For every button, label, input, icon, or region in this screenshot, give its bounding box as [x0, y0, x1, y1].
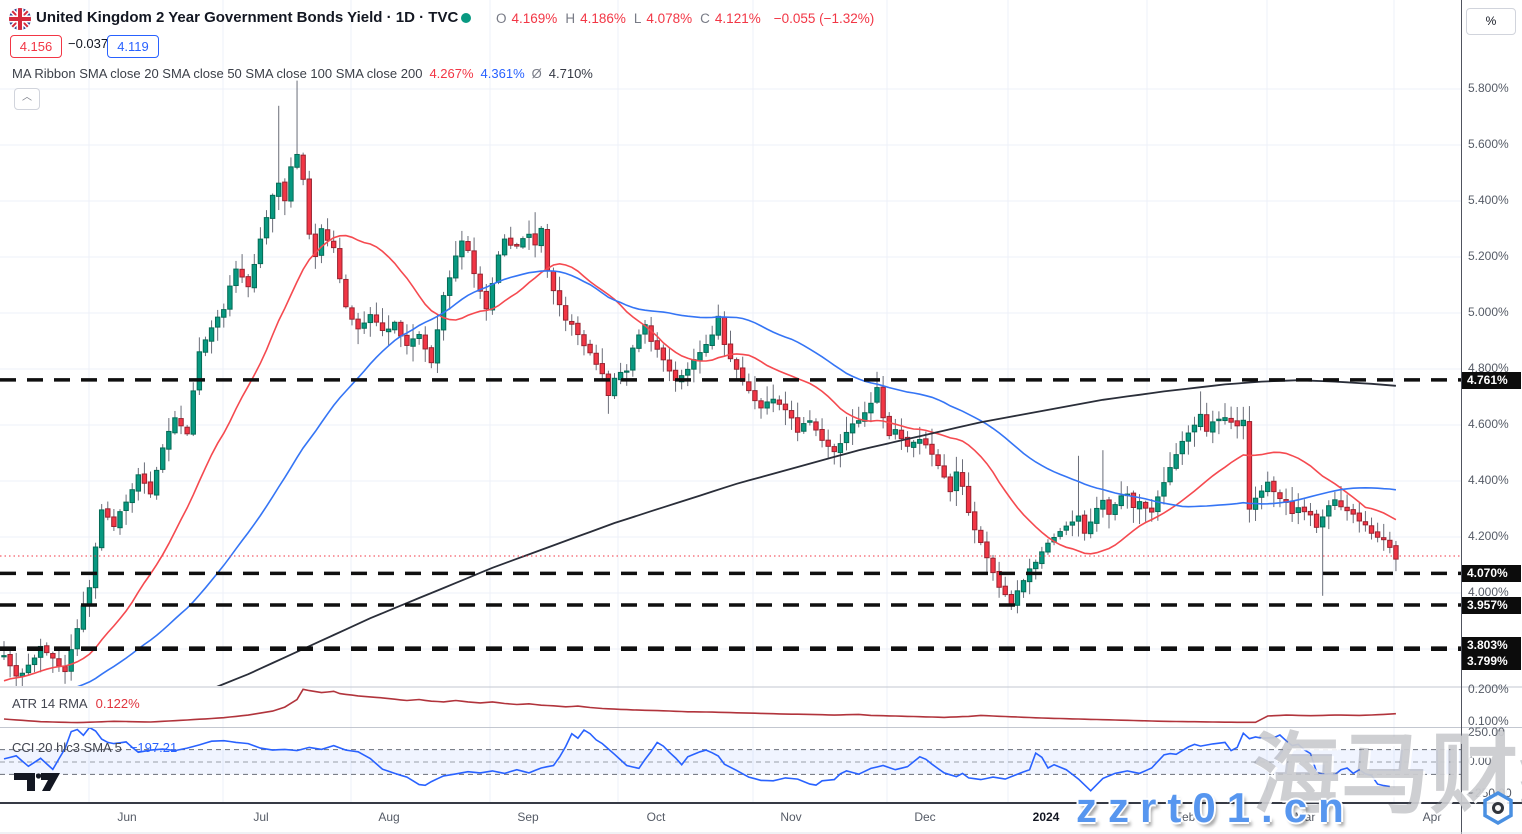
time-tick-Sep: Sep — [517, 810, 539, 824]
price-tick: 4.400% — [1468, 473, 1509, 487]
price-tick: 5.000% — [1468, 305, 1509, 319]
level-price-label: 3.803% — [1462, 636, 1521, 654]
buy-price-button[interactable]: 4.119 — [107, 35, 159, 58]
level-price-label: 4.070% — [1462, 564, 1521, 582]
cci-tick: 250.00 — [1468, 725, 1505, 739]
spread-change: −0.037 — [68, 36, 109, 51]
low-label: L — [633, 11, 642, 26]
price-tick: 4.600% — [1468, 417, 1509, 431]
ma-ribbon-title: MA Ribbon SMA close 20 SMA close 50 SMA … — [12, 66, 423, 81]
collapse-indicators-button[interactable]: ︿ — [14, 88, 40, 110]
horizontal-level-lines[interactable] — [0, 378, 1461, 652]
price-tick: 5.800% — [1468, 81, 1509, 95]
time-tick-Jun: Jun — [117, 810, 137, 824]
atr-line — [3, 688, 1396, 724]
low-value: 4.078% — [646, 11, 693, 26]
level-price-label: 4.761% — [1462, 371, 1521, 389]
sma50-line — [77, 270, 1397, 686]
sell-price-button[interactable]: 4.156 — [10, 35, 62, 58]
sma50-value: 4.361% — [480, 66, 525, 81]
open-value: 4.169% — [511, 11, 558, 26]
open-label: O — [496, 11, 507, 26]
time-tick-Mar: Mar — [1294, 810, 1316, 824]
time-tick-2024: 2024 — [1032, 810, 1060, 824]
atr-legend[interactable]: ATR 14 RMA 0.122% — [12, 696, 140, 711]
level-price-label: 3.799% — [1462, 652, 1521, 670]
price-tick: 5.400% — [1468, 193, 1509, 207]
sma100-value: Ø — [531, 66, 542, 81]
time-tick-Dec: Dec — [914, 810, 936, 824]
sma20-value: 4.267% — [429, 66, 474, 81]
atr-title: ATR 14 RMA — [12, 696, 88, 711]
candles-series[interactable] — [1, 80, 1399, 714]
price-tick: 4.200% — [1468, 529, 1509, 543]
uk-flag-icon — [9, 8, 31, 30]
close-value: 4.121% — [714, 11, 761, 26]
time-tick-Feb: Feb — [1174, 810, 1196, 824]
time-tick-Oct: Oct — [646, 810, 666, 824]
tradingview-logo[interactable] — [14, 771, 62, 795]
cci-tick: −250.00 — [1468, 786, 1512, 800]
symbol-title[interactable]: United Kingdom 2 Year Government Bonds Y… — [36, 9, 459, 26]
market-status-dot[interactable] — [461, 13, 471, 23]
time-tick-Apr: Apr — [1422, 810, 1442, 824]
time-tick-Jul: Jul — [253, 810, 269, 824]
ohlc-values: O 4.169% H 4.186% L 4.078% C 4.121% −0.055 (… — [496, 11, 874, 26]
level-price-label: 3.957% — [1462, 596, 1521, 614]
cci-title: CCI 20 hlc3 SMA 5 — [12, 740, 122, 755]
time-tick-Nov: Nov — [780, 810, 802, 824]
high-value: 4.186% — [580, 11, 626, 26]
price-tick: 5.600% — [1468, 137, 1509, 151]
cci-line — [3, 728, 1390, 792]
sma200-value: 4.710% — [548, 66, 593, 81]
high-label: H — [565, 11, 576, 26]
sma200-line — [216, 379, 1396, 686]
price-scale-unit-button[interactable]: % — [1466, 8, 1516, 35]
time-tick-Aug: Aug — [378, 810, 400, 824]
ma-ribbon-lines — [3, 234, 1397, 686]
ma-ribbon-legend[interactable]: MA Ribbon SMA close 20 SMA close 50 SMA … — [12, 66, 593, 81]
cci-value: −197.21 — [129, 740, 178, 755]
atr-pane[interactable] — [3, 688, 1396, 724]
close-label: C — [700, 11, 710, 26]
atr-value: 0.122% — [95, 696, 140, 711]
atr-tick: 0.100% — [1468, 714, 1509, 728]
atr-tick: 0.200% — [1468, 682, 1509, 696]
cci-legend[interactable]: CCI 20 hlc3 SMA 5 −197.21 — [12, 740, 177, 755]
sma20-line — [3, 234, 1397, 682]
change-value: −0.055 (−1.32%) — [773, 11, 875, 26]
gridlines — [0, 0, 1461, 803]
cci-pane[interactable] — [0, 728, 1461, 792]
price-tick: 4.000% — [1468, 585, 1509, 599]
price-tick: 5.200% — [1468, 249, 1509, 263]
cci-tick: 0.00 — [1468, 754, 1492, 768]
